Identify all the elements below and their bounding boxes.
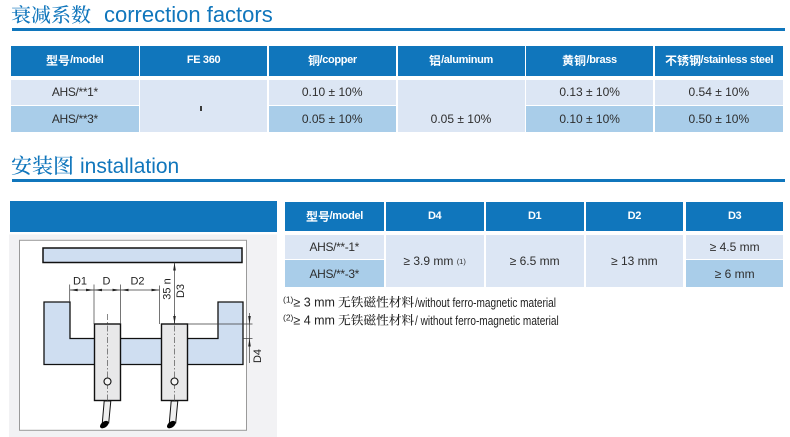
svg-text:D: D [103,276,111,288]
svg-text:D3: D3 [175,284,187,298]
svg-text:D1: D1 [73,276,87,288]
svg-text:D2: D2 [130,276,144,288]
svg-text:D4: D4 [252,349,264,363]
svg-text:35 n: 35 n [161,278,173,299]
